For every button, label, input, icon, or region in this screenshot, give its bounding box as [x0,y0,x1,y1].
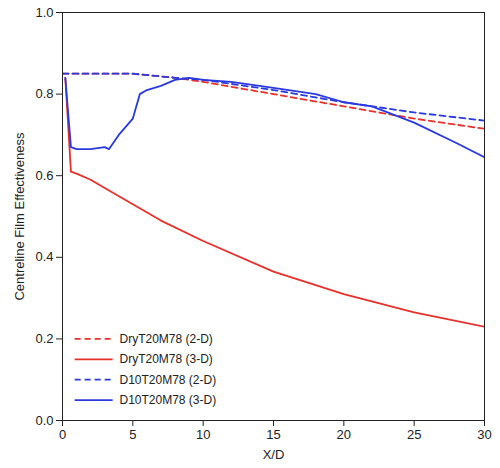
svg-text:0.6: 0.6 [35,168,53,183]
svg-text:25: 25 [407,427,421,442]
svg-text:DryT20M78 (3-D): DryT20M78 (3-D) [119,352,212,366]
svg-text:D10T20M78 (3-D): D10T20M78 (3-D) [119,393,216,407]
svg-text:0.4: 0.4 [35,249,53,264]
svg-text:0.0: 0.0 [35,413,53,428]
svg-text:Centreline Film Effectiveness: Centreline Film Effectiveness [12,132,27,301]
svg-text:X/D: X/D [263,447,285,462]
svg-text:1.0: 1.0 [35,5,53,20]
svg-text:DryT20M78 (2-D): DryT20M78 (2-D) [119,332,212,346]
svg-text:10: 10 [196,427,210,442]
svg-text:5: 5 [129,427,136,442]
svg-text:0.2: 0.2 [35,331,53,346]
svg-text:0: 0 [59,427,66,442]
svg-text:0.8: 0.8 [35,86,53,101]
svg-text:D10T20M78 (2-D): D10T20M78 (2-D) [119,373,216,387]
svg-text:20: 20 [337,427,351,442]
svg-text:15: 15 [266,427,280,442]
svg-text:30: 30 [477,427,491,442]
